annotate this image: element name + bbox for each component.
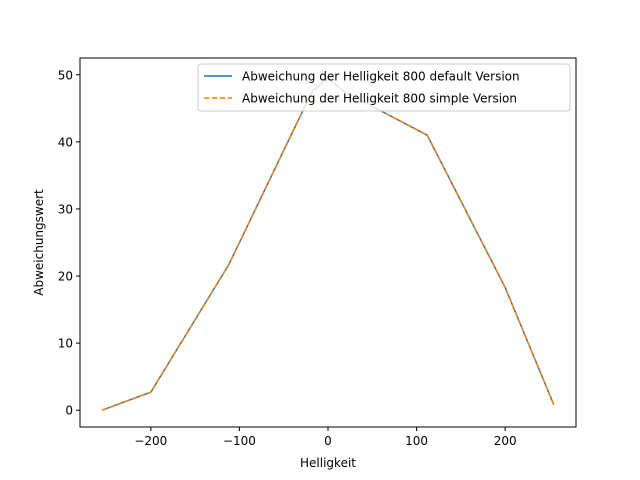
- legend-label-2: Abweichung der Helligkeit 800 simple Ver…: [242, 92, 517, 106]
- y-tick-label: 10: [58, 337, 73, 351]
- x-tick-label: 0: [324, 434, 332, 448]
- y-tick-label: 20: [58, 270, 73, 284]
- x-axis: −200 −100 0 100 200: [134, 427, 517, 448]
- x-tick-label: 100: [405, 434, 428, 448]
- x-tick-label: −200: [134, 434, 167, 448]
- y-tick-label: 40: [58, 135, 73, 149]
- y-tick-label: 50: [58, 68, 73, 82]
- legend-box: [197, 63, 571, 112]
- y-axis-label: Abweichungswert: [32, 189, 46, 296]
- y-tick-label: 30: [58, 202, 73, 216]
- y-axis: 0 10 20 30 40 50: [58, 68, 80, 418]
- x-axis-label: Helligkeit: [300, 456, 356, 470]
- legend: Abweichung der Helligkeit 800 default Ve…: [197, 63, 571, 112]
- x-tick-label: 200: [494, 434, 517, 448]
- y-tick-label: 0: [65, 404, 73, 418]
- legend-label-1: Abweichung der Helligkeit 800 default Ve…: [242, 70, 520, 84]
- x-tick-label: −100: [223, 434, 256, 448]
